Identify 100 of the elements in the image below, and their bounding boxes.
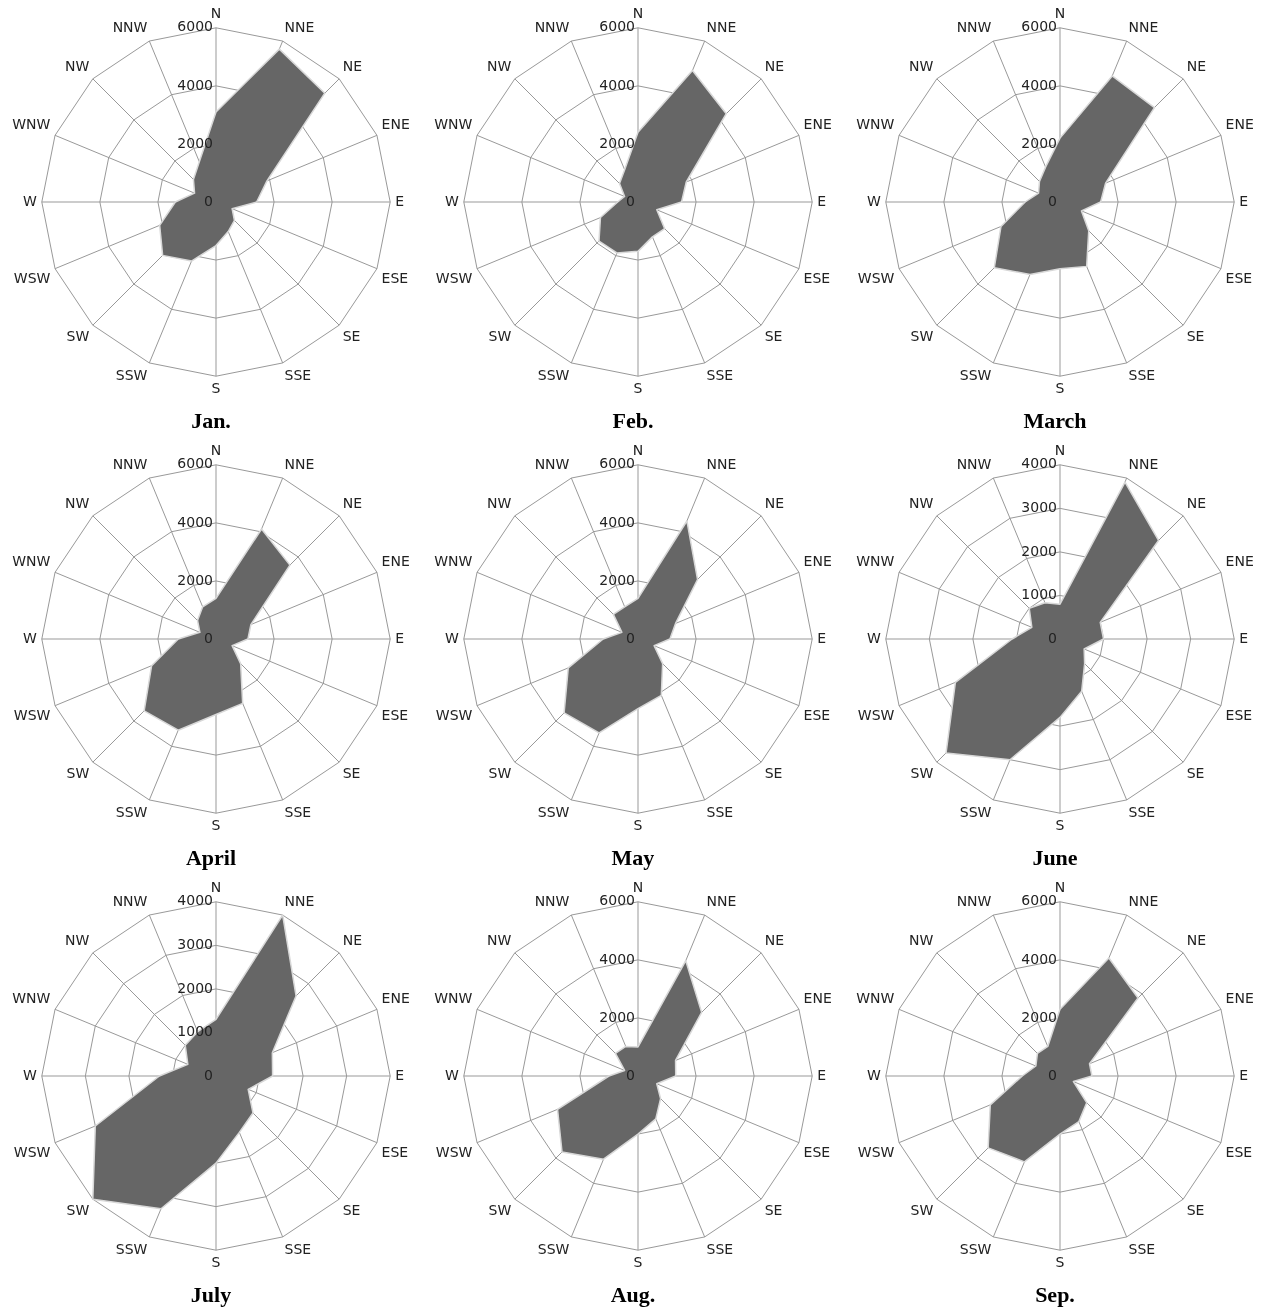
text: May	[610, 844, 656, 872]
y-tick-label: 2000	[177, 571, 213, 588]
spoke-label: WSW	[435, 706, 473, 723]
spoke-label: E	[817, 629, 827, 646]
y-tick-label: 4000	[599, 950, 635, 967]
spoke-label: S	[633, 380, 643, 397]
spoke-label: NNE	[1128, 892, 1159, 909]
spoke-label: W	[22, 629, 37, 646]
spoke-label: WNW	[856, 552, 895, 569]
spoke-label: SW	[910, 1201, 934, 1218]
y-tick-label: 1000	[1021, 586, 1057, 603]
spoke-label: WNW	[12, 989, 51, 1006]
spoke-label: ENE	[803, 115, 832, 132]
y-tick-label: 2000	[599, 134, 635, 151]
spoke-label: NE	[342, 57, 363, 74]
spoke-label: SE	[1186, 1201, 1205, 1218]
spoke-label: NW	[64, 931, 90, 948]
text: Feb.	[611, 407, 655, 435]
spoke-label: N	[632, 879, 644, 896]
spoke-label: NE	[1186, 931, 1207, 948]
spoke-label: WSW	[13, 706, 51, 723]
spoke-label: SW	[66, 327, 90, 344]
text: July	[189, 1281, 233, 1309]
spoke-label: NNW	[534, 892, 570, 909]
spoke-label: NNW	[956, 18, 992, 35]
spoke-label: ENE	[803, 552, 832, 569]
spoke-label: WNW	[434, 989, 473, 1006]
y-tick-label: 2000	[599, 1008, 635, 1025]
spoke-label: S	[1055, 380, 1065, 397]
y-tick-label: 0	[626, 192, 635, 209]
spoke-label: NW	[486, 57, 512, 74]
spoke-label: N	[1054, 879, 1066, 896]
spoke-label: NNE	[706, 455, 737, 472]
spoke-label: SSE	[284, 366, 312, 383]
spoke-label: NNE	[1128, 18, 1159, 35]
spoke-label: NNE	[1128, 455, 1159, 472]
spoke-label: NW	[908, 57, 934, 74]
text: Aug.	[609, 1281, 657, 1309]
spoke-label: E	[395, 1066, 405, 1083]
y-tick-label: 4000	[177, 892, 213, 909]
spoke-label: ESE	[381, 1143, 409, 1160]
spoke-label: SSW	[537, 1240, 570, 1257]
y-tick-label: 4000	[1021, 950, 1057, 967]
spoke-label: SSW	[959, 1240, 992, 1257]
spoke-label: E	[395, 192, 405, 209]
spoke-label: W	[866, 1066, 881, 1083]
spoke-label: SSW	[537, 366, 570, 383]
spoke-label: SSW	[115, 366, 148, 383]
spoke-label: NNW	[112, 455, 148, 472]
y-tick-label: 4000	[599, 513, 635, 530]
spoke-label: SE	[764, 327, 783, 344]
spoke-label: NW	[908, 931, 934, 948]
spoke-label: NNW	[112, 18, 148, 35]
spoke-label: S	[211, 380, 221, 397]
spoke-label: S	[1055, 817, 1065, 834]
spoke-label: SSE	[1128, 366, 1156, 383]
spoke-label: SSE	[706, 366, 734, 383]
spoke-label: SW	[66, 764, 90, 781]
spoke-label: WSW	[13, 1143, 51, 1160]
spoke-label: SSW	[115, 803, 148, 820]
spoke-label: E	[1239, 1066, 1249, 1083]
y-tick-label: 6000	[177, 18, 213, 35]
spoke-label: W	[444, 192, 459, 209]
y-tick-label: 6000	[1021, 892, 1057, 909]
spoke-label: ENE	[803, 989, 832, 1006]
spoke-label: SE	[1186, 327, 1205, 344]
y-tick-label: 0	[1048, 1066, 1057, 1083]
y-tick-label: 4000	[177, 513, 213, 530]
spoke-label: ESE	[381, 706, 409, 723]
spoke-label: SW	[910, 327, 934, 344]
y-tick-label: 0	[1048, 629, 1057, 646]
spoke-label: SE	[1186, 764, 1205, 781]
y-tick-label: 0	[626, 629, 635, 646]
spoke-label: SSW	[959, 366, 992, 383]
spoke-label: NNE	[706, 18, 737, 35]
spoke-label: N	[1054, 5, 1066, 22]
spoke-label: E	[817, 1066, 827, 1083]
y-tick-label: 2000	[1021, 542, 1057, 559]
y-tick-label: 2000	[599, 571, 635, 588]
spoke-label: SSW	[115, 1240, 148, 1257]
text: March	[1022, 407, 1088, 435]
y-tick-label: 2000	[177, 979, 213, 996]
spoke-label: NNW	[956, 892, 992, 909]
spoke-label: SW	[66, 1201, 90, 1218]
spoke-label: WNW	[12, 552, 51, 569]
spoke-label: SSW	[959, 803, 992, 820]
spoke-label: SW	[488, 1201, 512, 1218]
text: April	[184, 844, 238, 872]
spoke-label: SSE	[284, 1240, 312, 1257]
spoke-label: NE	[342, 494, 363, 511]
spoke-label: NNE	[284, 18, 315, 35]
spoke-label: ESE	[381, 269, 409, 286]
y-tick-label: 0	[204, 1066, 213, 1083]
spoke-label: N	[632, 442, 644, 459]
spoke-label: N	[210, 5, 222, 22]
y-tick-label: 4000	[1021, 455, 1057, 472]
spoke-label: WNW	[434, 115, 473, 132]
y-tick-label: 3000	[1021, 498, 1057, 515]
spoke-label: NNW	[534, 18, 570, 35]
spoke-label: ESE	[803, 269, 831, 286]
